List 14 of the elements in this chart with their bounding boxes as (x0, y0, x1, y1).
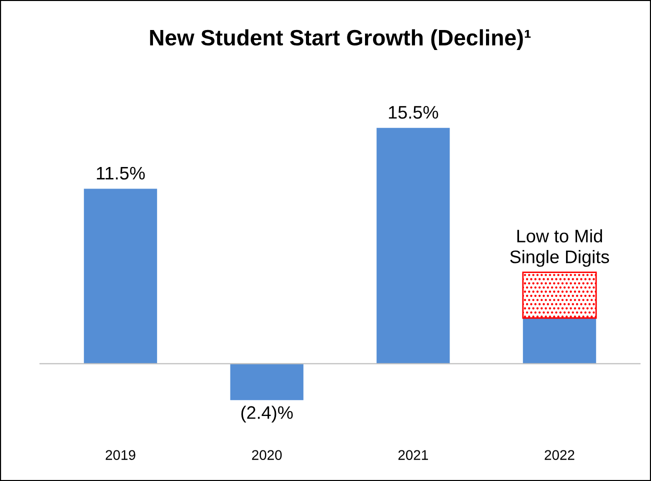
x-tick-label: 2022 (544, 450, 574, 460)
bar (522, 272, 597, 319)
data-label: Low to Mid Single Digits (510, 229, 610, 267)
data-label: 11.5% (96, 166, 145, 180)
x-tick-label: 2020 (252, 450, 282, 460)
bar (522, 318, 596, 364)
bar (376, 128, 450, 364)
chart-title: New Student Start Growth (Decline)¹ (150, 29, 531, 50)
x-tick-label: 2021 (398, 450, 428, 460)
data-label: 15.5% (388, 106, 438, 119)
x-tick-label: 2019 (106, 450, 136, 460)
bar (84, 188, 158, 364)
bar (230, 364, 304, 400)
data-label: (2.4)% (241, 406, 293, 423)
